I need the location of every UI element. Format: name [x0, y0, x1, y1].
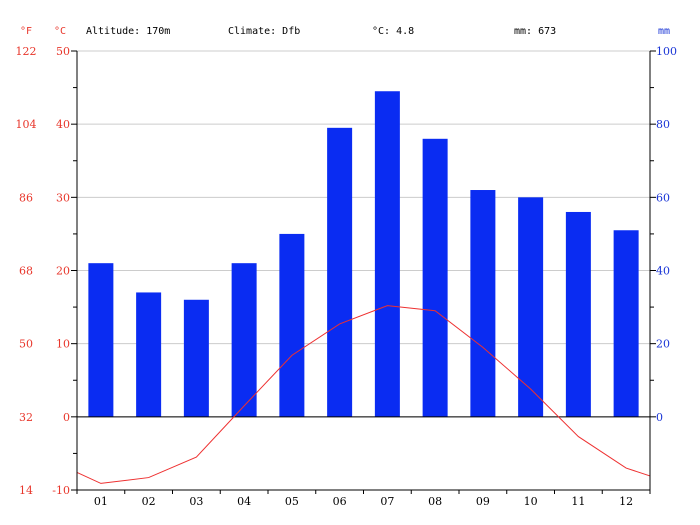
fahrenheit-tick-label: 50: [19, 338, 33, 351]
precip-bar-08: [422, 138, 448, 417]
mm-tick-label: 20: [656, 338, 670, 351]
celsius-tick-label: 0: [63, 411, 70, 424]
fahrenheit-tick-label: 86: [19, 191, 33, 204]
celsius-tick-label: -10: [52, 484, 70, 497]
mm-tick-label: 0: [656, 411, 663, 424]
precip-bar-01: [88, 263, 114, 417]
tick-labels-layer: -100102030405014325068861041220204060801…: [16, 45, 678, 508]
mm-tick-label: 40: [656, 265, 670, 278]
month-label-08: 08: [428, 495, 442, 508]
celsius-tick-label: 10: [56, 338, 70, 351]
month-label-05: 05: [285, 495, 299, 508]
celsius-tick-label: 30: [56, 191, 70, 204]
grid-layer: [77, 50, 650, 418]
celsius-unit-label: °C: [54, 26, 66, 37]
month-label-06: 06: [333, 495, 347, 508]
celsius-tick-label: 40: [56, 118, 70, 131]
precip-bar-05: [279, 233, 305, 417]
temperature-line-layer: [76, 305, 651, 484]
celsius-tick-label: 50: [56, 45, 70, 58]
month-label-11: 11: [571, 495, 585, 508]
month-label-10: 10: [524, 495, 538, 508]
mm-unit-label: mm: [658, 26, 670, 37]
total-precip-label: mm: 673: [514, 26, 556, 37]
mm-tick-label: 100: [656, 45, 677, 58]
temperature-line: [76, 305, 651, 484]
month-label-09: 09: [476, 495, 490, 508]
precip-bar-02: [136, 292, 162, 417]
climate-label: Climate: Dfb: [228, 26, 300, 37]
month-label-02: 02: [142, 495, 156, 508]
fahrenheit-tick-label: 14: [19, 484, 33, 497]
celsius-tick-label: 20: [56, 265, 70, 278]
axes-layer: [71, 50, 656, 494]
fahrenheit-tick-label: 68: [19, 265, 33, 278]
month-label-12: 12: [619, 495, 633, 508]
precip-bar-03: [183, 299, 209, 417]
fahrenheit-tick-label: 32: [19, 411, 33, 424]
mm-tick-label: 60: [656, 191, 670, 204]
precip-bar-09: [470, 190, 496, 417]
precip-bar-12: [613, 230, 639, 417]
month-label-04: 04: [237, 495, 251, 508]
precip-bar-11: [565, 211, 591, 417]
precipitation-bars: [88, 91, 639, 417]
month-label-03: 03: [189, 495, 203, 508]
precip-bar-04: [231, 263, 257, 417]
fahrenheit-tick-label: 122: [16, 45, 37, 58]
precip-bar-06: [327, 127, 353, 417]
fahrenheit-unit-label: °F: [20, 26, 32, 37]
month-label-07: 07: [380, 495, 394, 508]
fahrenheit-tick-label: 104: [16, 118, 37, 131]
avg-temp-label: °C: 4.8: [372, 26, 414, 37]
altitude-label: Altitude: 170m: [86, 26, 170, 37]
precip-bar-07: [374, 91, 400, 417]
mm-tick-label: 80: [656, 118, 670, 131]
month-label-01: 01: [94, 495, 108, 508]
precip-bar-10: [518, 197, 544, 417]
